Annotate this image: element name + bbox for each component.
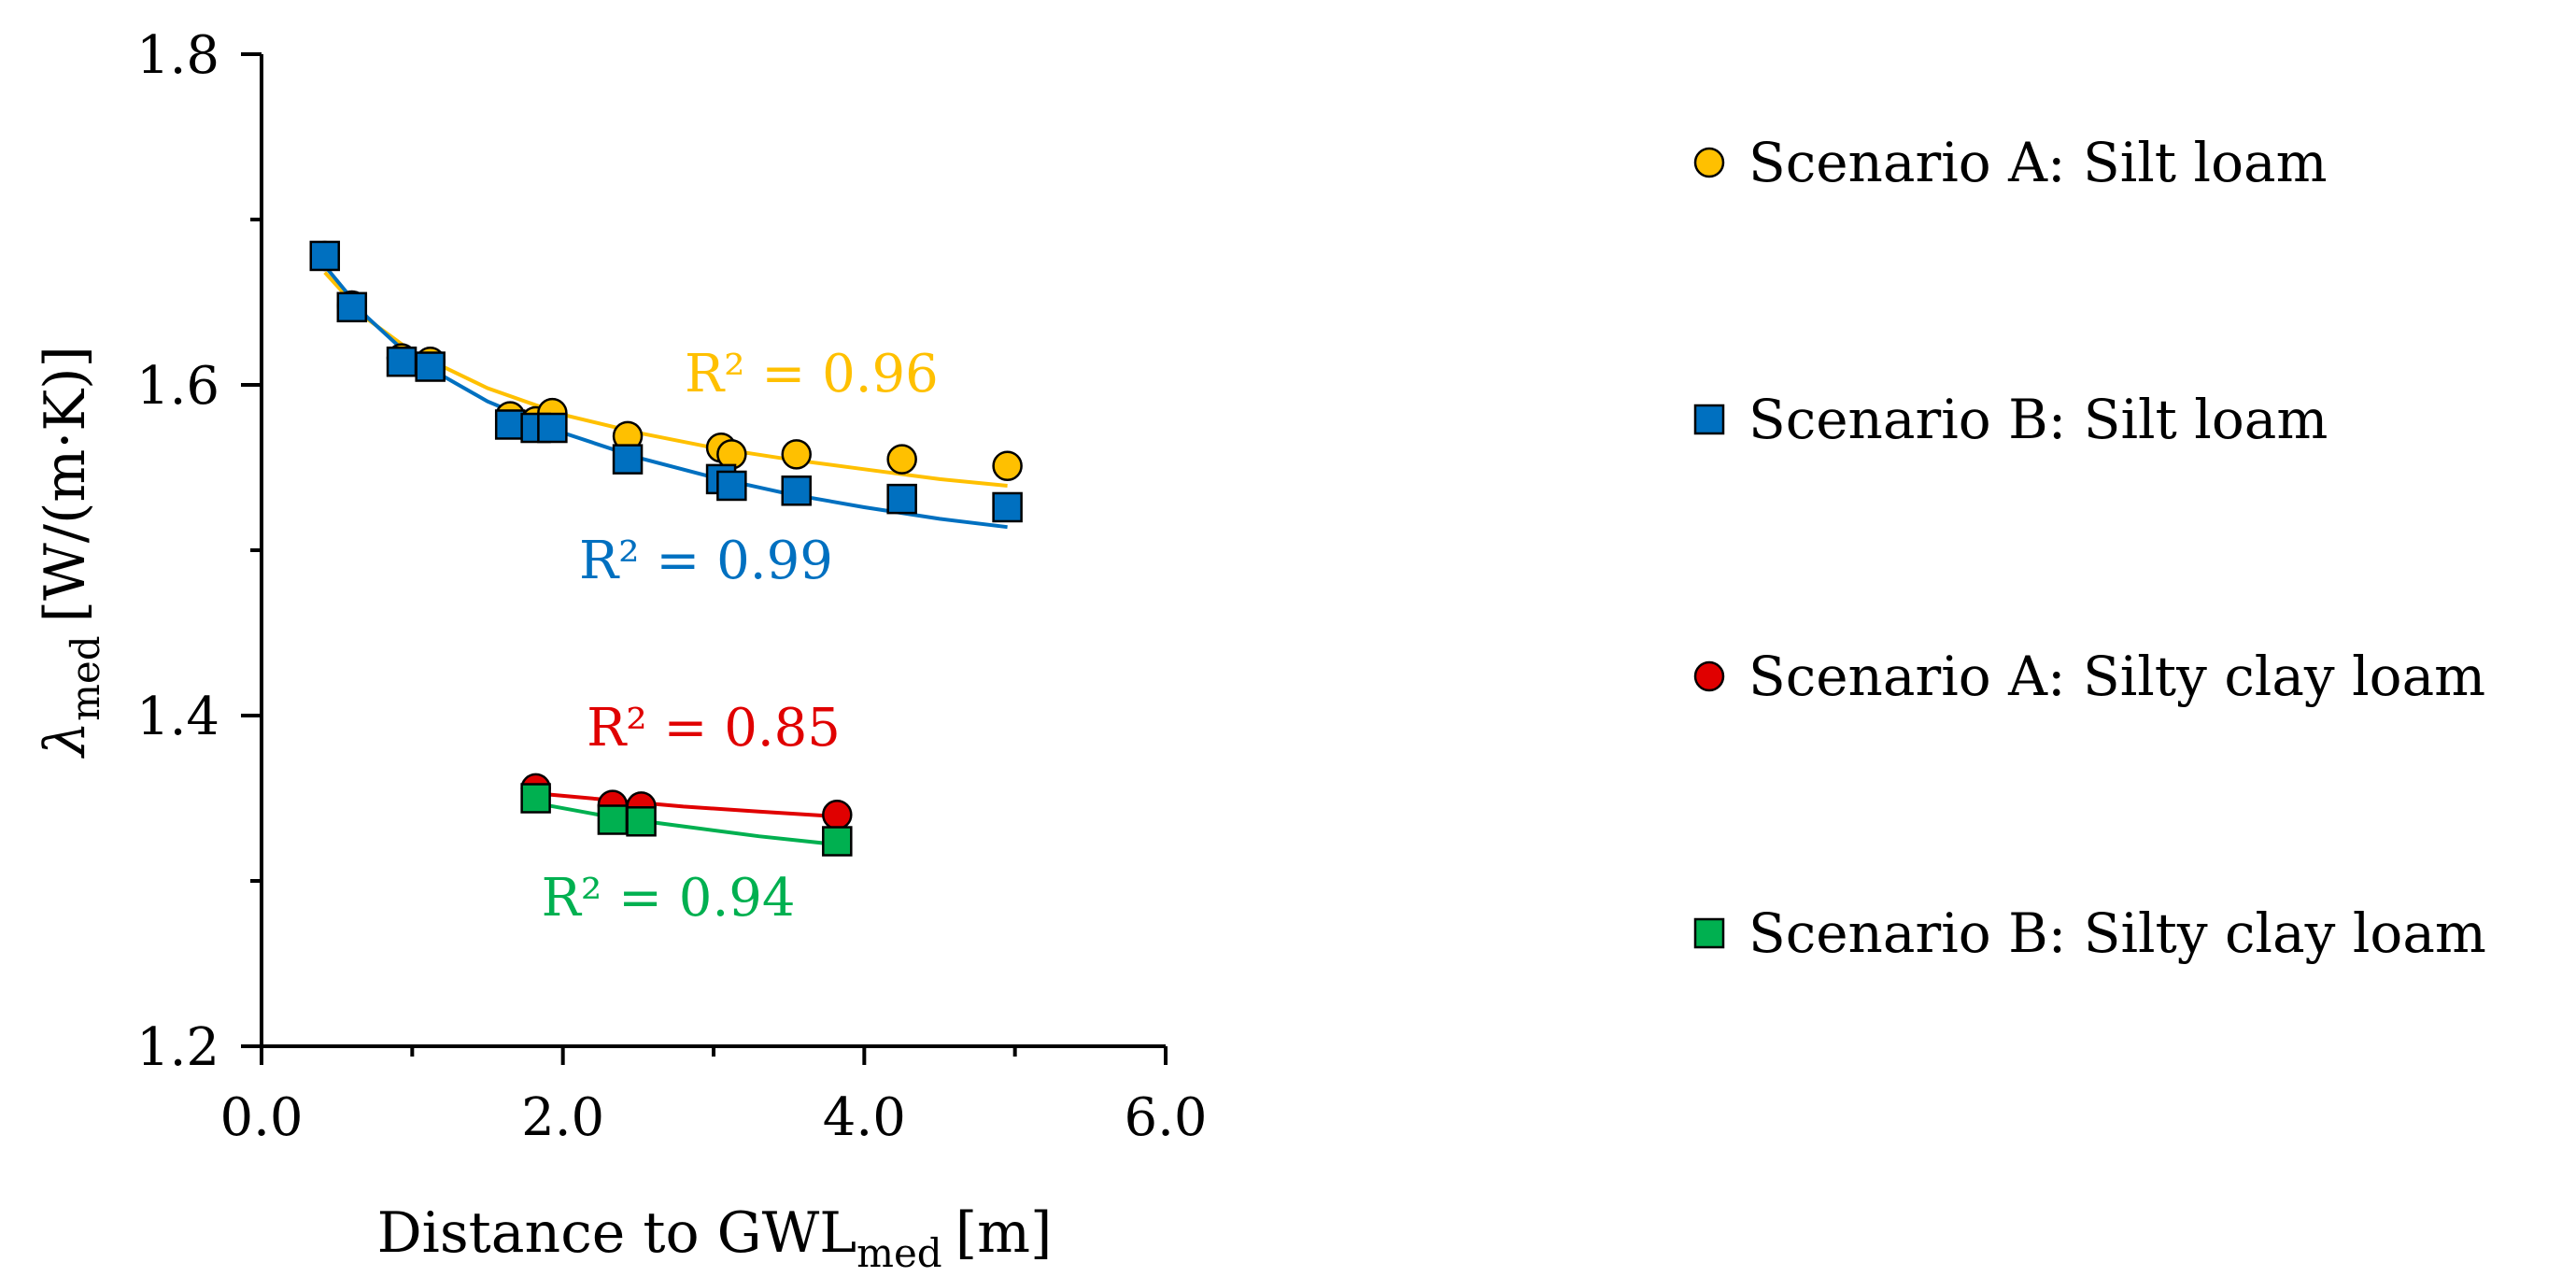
data-point xyxy=(822,799,853,830)
data-point xyxy=(597,804,629,835)
circle-marker-icon xyxy=(1681,648,1737,704)
ticks-layer: 0.0 2.0 4.0 6.0 1.2 1.4 1.6 1.8 xyxy=(136,25,1208,1148)
data-point xyxy=(494,409,526,440)
data-point xyxy=(626,806,657,837)
y-axis-title-subscript: med xyxy=(63,635,108,721)
y-tick-label: 1.8 xyxy=(136,25,219,86)
legend-label: Scenario B: Silt loam xyxy=(1748,388,2328,451)
y-axis-title-unit: [W/(m·K)] xyxy=(33,346,98,622)
data-point xyxy=(520,783,551,814)
data-point xyxy=(386,346,418,377)
data-point xyxy=(822,826,853,857)
r-squared-label: R² = 0.96 xyxy=(685,344,939,404)
x-axis-title-unit: [m] xyxy=(955,1200,1053,1266)
x-axis-title-main: Distance to GWL xyxy=(377,1200,857,1266)
legend-item-scenario-b-silty-clay-loam: Scenario B: Silty clay loam xyxy=(1681,901,2486,965)
y-tick-label: 1.4 xyxy=(136,687,219,747)
data-point xyxy=(537,412,568,444)
trendline xyxy=(535,801,838,847)
x-tick-label: 2.0 xyxy=(521,1087,604,1148)
legend-label: Scenario B: Silty clay loam xyxy=(1748,901,2486,965)
data-point xyxy=(781,475,812,506)
y-tick-label: 1.2 xyxy=(136,1017,219,1078)
data-point xyxy=(415,351,446,382)
square-marker-icon xyxy=(1681,905,1737,961)
data-point xyxy=(886,483,917,515)
data-point xyxy=(992,491,1023,523)
data-point xyxy=(781,439,812,470)
data-point xyxy=(992,450,1023,481)
data-point xyxy=(309,240,341,272)
x-tick-label: 0.0 xyxy=(219,1087,303,1148)
y-axis-title: λmed [W/(m·K)] xyxy=(33,346,108,759)
r-squared-label: R² = 0.85 xyxy=(587,698,841,759)
legend-label: Scenario A: Silty clay loam xyxy=(1748,645,2486,708)
legend-label: Scenario A: Silt loam xyxy=(1748,131,2328,194)
data-point xyxy=(886,444,917,475)
square-marker-icon xyxy=(1681,391,1737,447)
r-squared-label: R² = 0.99 xyxy=(579,531,833,591)
trendline xyxy=(535,791,838,818)
data-point xyxy=(716,470,747,502)
legend-item-scenario-a-silty-clay-loam: Scenario A: Silty clay loam xyxy=(1681,645,2485,708)
data-point xyxy=(612,444,644,475)
scatter-chart: R² = 0.96 R² = 0.99 R² = 0.85 R² = 0.94 0.0… xyxy=(33,25,1208,1276)
x-axis-title: Distance to GWLmed [m] xyxy=(377,1200,1053,1276)
x-axis-title-subscript: med xyxy=(856,1230,942,1276)
x-tick-label: 4.0 xyxy=(823,1087,906,1148)
x-tick-label: 6.0 xyxy=(1124,1087,1207,1148)
data-point xyxy=(336,291,368,323)
r-squared-label: R² = 0.94 xyxy=(542,868,796,929)
legend-item-scenario-a-silt-loam: Scenario A: Silt loam xyxy=(1681,131,2328,194)
y-tick-label: 1.6 xyxy=(136,356,219,417)
marks-layer: R² = 0.96 R² = 0.99 R² = 0.85 R² = 0.94 xyxy=(309,240,1023,929)
y-axis-title-symbol: λ xyxy=(33,721,98,759)
legend-item-scenario-b-silt-loam: Scenario B: Silt loam xyxy=(1681,388,2328,451)
circle-marker-icon xyxy=(1681,135,1737,191)
